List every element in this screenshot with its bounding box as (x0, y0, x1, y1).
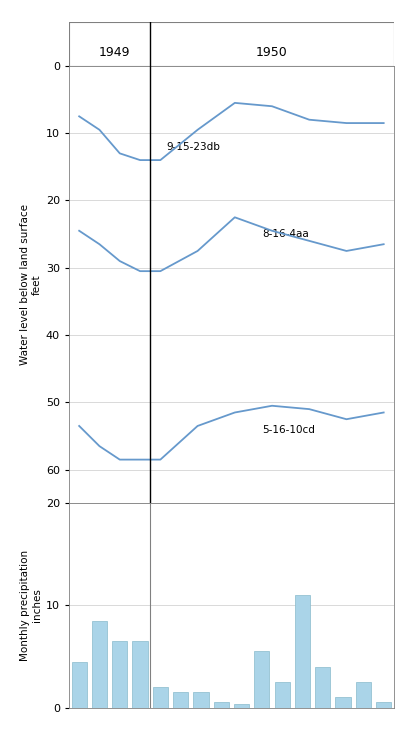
Bar (152, 687, 168, 708)
Bar (112, 641, 127, 708)
Bar (233, 705, 249, 708)
Bar (335, 697, 350, 708)
Y-axis label: Water level below land surface
feet: Water level below land surface feet (20, 204, 42, 365)
Bar (193, 692, 208, 708)
Bar (375, 702, 390, 708)
Text: 9-15-23db: 9-15-23db (166, 142, 220, 152)
Text: 5-16-10cd: 5-16-10cd (261, 425, 314, 435)
Bar (132, 641, 147, 708)
Bar (173, 692, 188, 708)
Bar (71, 662, 87, 708)
Bar (274, 682, 289, 708)
Bar (254, 652, 269, 708)
Text: 8-16-4aa: 8-16-4aa (261, 229, 308, 240)
Bar (355, 682, 370, 708)
Y-axis label: Monthly precipitation
inches: Monthly precipitation inches (20, 550, 42, 661)
Text: 1949: 1949 (99, 46, 130, 59)
Bar (314, 667, 330, 708)
Bar (294, 595, 309, 708)
Text: 1950: 1950 (256, 46, 287, 59)
Bar (92, 621, 107, 708)
Bar (213, 702, 228, 708)
